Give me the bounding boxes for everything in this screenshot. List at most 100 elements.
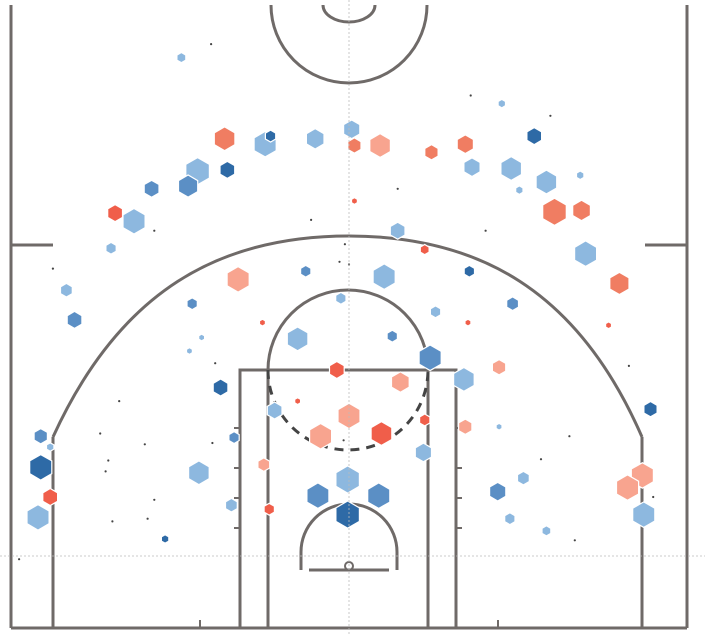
hexbin: [294, 397, 302, 406]
shot-dot: [214, 362, 217, 365]
hexbin: [177, 174, 199, 198]
shot-dot: [18, 558, 21, 561]
shot-dot: [568, 435, 571, 438]
hexbin: [369, 132, 391, 159]
hexbin: [572, 199, 592, 222]
shot-dot: [153, 229, 156, 232]
hexbin: [541, 525, 552, 537]
shot-dot: [484, 229, 487, 232]
hexbin: [26, 503, 50, 531]
hexbin: [42, 487, 59, 507]
hexbin: [264, 129, 277, 143]
hexbin: [504, 512, 516, 526]
hexbin: [122, 207, 146, 235]
shot-dot: [51, 267, 55, 270]
shot-dot: [153, 498, 156, 501]
hexbin: [226, 265, 250, 293]
hexbin: [464, 318, 472, 327]
hexbin: [463, 157, 481, 178]
hexbin: [350, 196, 358, 206]
hexbin: [643, 400, 658, 418]
hexbin: [497, 98, 507, 109]
shot-dot: [342, 439, 345, 442]
shot-dot: [652, 495, 655, 499]
hexbin: [176, 51, 187, 64]
hexbin: [419, 413, 431, 427]
hexbin: [160, 534, 170, 544]
shot-dot: [396, 187, 399, 190]
hexbin: [143, 179, 160, 198]
hexbin: [418, 344, 442, 372]
shot-dot: [143, 443, 146, 446]
hexbin: [107, 203, 124, 223]
hexbin: [219, 160, 236, 180]
hexbin: [424, 143, 439, 161]
hexbin: [306, 482, 330, 510]
hexbin: [390, 371, 410, 393]
hexbin: [489, 481, 507, 502]
hexbin: [370, 420, 393, 447]
hexbin: [573, 240, 598, 268]
hexbin: [105, 241, 117, 255]
hexbin: [212, 378, 229, 397]
center-circle: [269, 4, 429, 85]
hexbin: [335, 465, 360, 494]
shot-dot: [104, 470, 107, 473]
hexbin: [263, 502, 275, 516]
hexbin: [458, 418, 473, 436]
hexbin: [188, 460, 210, 486]
shot-dot: [343, 243, 346, 246]
hexbin: [419, 243, 430, 256]
hexbin: [305, 127, 325, 150]
hexbin: [258, 318, 266, 327]
hexbin: [367, 482, 391, 510]
hexbin: [515, 185, 524, 196]
hexbin: [66, 310, 83, 330]
hexbin: [347, 137, 362, 154]
shot-dot: [118, 400, 121, 403]
hexbin: [29, 453, 53, 481]
shot-dot: [539, 458, 543, 461]
hexbin: [575, 170, 585, 181]
hexbin: [335, 291, 347, 305]
hexbin: [224, 497, 238, 513]
hexbin: [495, 422, 503, 431]
hexbin: [45, 442, 55, 452]
hexbin: [516, 470, 530, 486]
hexbin: [335, 500, 360, 529]
shot-dot: [310, 218, 313, 221]
shot-dot: [338, 260, 341, 263]
hexbin: [491, 358, 507, 376]
shot-dot: [627, 364, 631, 367]
shot-dot: [99, 432, 102, 435]
shot-dot: [549, 114, 552, 117]
hexbin: [328, 360, 345, 380]
hexbin-layer: [26, 51, 658, 544]
hexbin: [228, 430, 240, 445]
hexbin: [453, 366, 475, 392]
hexbin: [526, 126, 543, 146]
shot-dot: [107, 459, 110, 462]
hexbin: [372, 263, 396, 291]
hexbin: [266, 401, 283, 420]
hexbin: [286, 326, 309, 352]
hexbin: [186, 297, 198, 311]
hexbin: [535, 169, 558, 195]
shot-dot: [111, 520, 114, 523]
hexbin: [615, 474, 640, 501]
hexbin: [463, 264, 476, 278]
hexbin: [609, 271, 630, 296]
hexbin: [33, 427, 49, 445]
hexbin: [414, 442, 433, 463]
free-throw-circle-top: [266, 288, 430, 371]
hexbin: [456, 134, 474, 155]
hexbin: [309, 422, 333, 450]
shot-dot: [211, 441, 214, 445]
shot-dot: [469, 94, 472, 97]
hexbin: [632, 501, 656, 529]
hexbin: [59, 282, 73, 298]
hexbin: [500, 155, 523, 182]
hexbin: [343, 119, 361, 140]
hexbin: [213, 126, 236, 152]
